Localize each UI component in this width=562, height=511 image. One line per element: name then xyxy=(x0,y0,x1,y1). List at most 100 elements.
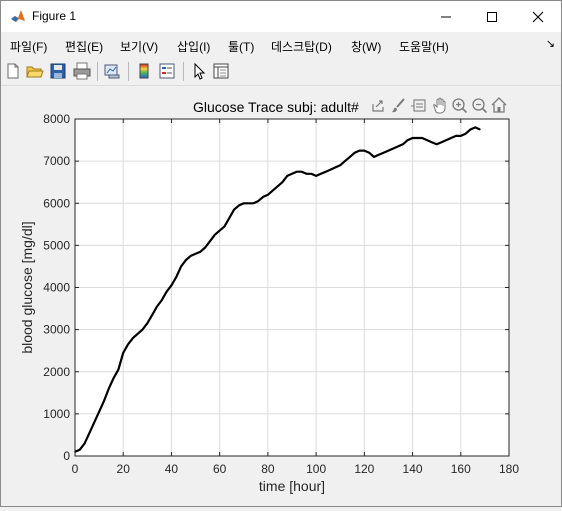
insert-legend-icon[interactable] xyxy=(158,62,176,80)
save-icon[interactable] xyxy=(49,62,67,80)
data-point xyxy=(344,160,346,162)
data-point xyxy=(276,185,279,187)
data-point xyxy=(156,305,158,308)
close-button[interactable] xyxy=(515,1,561,32)
data-point xyxy=(339,164,341,166)
data-point xyxy=(93,421,95,423)
menu-file[interactable]: 파일(F) xyxy=(10,40,48,54)
data-point xyxy=(243,202,245,204)
insert-colorbar-icon[interactable] xyxy=(135,62,153,80)
data-point xyxy=(209,240,211,242)
data-point xyxy=(204,246,206,249)
data-point xyxy=(281,181,283,183)
x-tick-label: 180 xyxy=(499,462,519,476)
y-tick-label: 1000 xyxy=(43,407,70,421)
data-point xyxy=(137,333,139,335)
glucose-plot[interactable]: 0 20 40 60 80 100 120 140 160 180 0 1000 2000 3000 400… xyxy=(1,86,561,506)
data-point xyxy=(474,126,476,129)
new-figure-icon[interactable] xyxy=(4,62,22,80)
window-title: Figure 1 xyxy=(32,9,77,23)
data-point xyxy=(127,343,129,345)
data-point xyxy=(252,202,255,204)
maximize-button[interactable] xyxy=(469,1,515,32)
menu-view[interactable]: 보기(V) xyxy=(120,40,159,54)
data-point xyxy=(320,173,322,175)
y-tick-label: 5000 xyxy=(43,238,70,252)
data-point xyxy=(166,291,168,293)
data-point xyxy=(194,253,197,255)
x-tick-label: 60 xyxy=(213,462,227,476)
data-point xyxy=(445,139,447,141)
data-point xyxy=(334,166,336,169)
data-point xyxy=(392,147,394,150)
data-point xyxy=(368,152,370,154)
figure-toolbar xyxy=(1,58,561,86)
y-tick-label: 8000 xyxy=(43,112,70,126)
data-point xyxy=(103,400,105,402)
link-plot-icon[interactable] xyxy=(103,62,121,80)
zoom-out-icon[interactable] xyxy=(472,98,488,114)
y-tick-label: 4000 xyxy=(43,281,70,295)
toolbar-separator xyxy=(128,62,129,81)
data-point xyxy=(440,141,443,143)
data-point xyxy=(122,352,124,354)
data-tips-icon[interactable] xyxy=(411,99,426,112)
open-file-icon[interactable] xyxy=(26,62,44,80)
x-axis-label: time [hour] xyxy=(259,478,325,494)
data-point xyxy=(301,171,303,173)
y-axis-label: blood glucose [mg/dl] xyxy=(19,221,35,353)
data-point xyxy=(465,133,467,135)
edit-plot-icon[interactable] xyxy=(190,62,208,80)
menu-edit[interactable]: 편집(E) xyxy=(65,40,104,54)
property-inspector-icon[interactable] xyxy=(212,62,230,80)
title-bar[interactable]: Figure 1 xyxy=(1,1,561,32)
data-point xyxy=(310,173,312,175)
axes-toolbar xyxy=(372,97,507,114)
close-icon xyxy=(532,11,544,22)
menu-desktop[interactable]: 데스크탑(D) xyxy=(271,40,332,54)
data-point xyxy=(132,337,134,339)
data-point xyxy=(315,175,317,177)
x-tick-label: 160 xyxy=(451,462,471,476)
menu-window[interactable]: 창(W) xyxy=(351,40,382,54)
minimize-button[interactable] xyxy=(423,1,469,32)
data-point xyxy=(291,173,293,175)
x-tick-label: 120 xyxy=(354,462,374,476)
data-point xyxy=(286,175,288,177)
print-icon[interactable] xyxy=(73,62,91,80)
data-point xyxy=(455,135,457,137)
data-point xyxy=(431,141,433,143)
y-tick-label: 0 xyxy=(63,449,70,463)
data-point xyxy=(257,200,259,202)
data-point xyxy=(175,276,177,278)
menu-overflow-icon[interactable]: ↘ xyxy=(545,38,555,50)
data-point xyxy=(272,190,274,192)
data-point xyxy=(219,230,221,232)
menu-insert[interactable]: 삽입(I) xyxy=(177,40,211,54)
minimize-icon xyxy=(441,16,451,17)
brush-icon[interactable] xyxy=(392,98,405,113)
y-tick-label: 2000 xyxy=(43,365,70,379)
x-tick-label: 100 xyxy=(306,462,326,476)
restore-view-icon[interactable] xyxy=(491,97,507,113)
data-point xyxy=(228,217,230,219)
data-point xyxy=(296,171,298,173)
data-point xyxy=(185,259,187,261)
x-tick-label: 140 xyxy=(403,462,423,476)
pan-icon[interactable] xyxy=(433,97,446,114)
data-point xyxy=(180,265,182,268)
x-tick-label: 40 xyxy=(165,462,179,476)
data-point xyxy=(190,255,192,257)
menu-help[interactable]: 도움말(H) xyxy=(399,40,449,54)
data-point xyxy=(238,204,240,206)
data-point xyxy=(469,128,472,131)
data-point xyxy=(117,369,119,371)
data-point xyxy=(349,156,351,158)
data-point xyxy=(407,139,409,141)
zoom-in-icon[interactable] xyxy=(452,98,468,114)
menu-tools[interactable]: 툴(T) xyxy=(228,40,255,54)
data-point xyxy=(436,143,438,145)
data-point xyxy=(223,225,226,228)
export-icon[interactable] xyxy=(372,100,384,112)
